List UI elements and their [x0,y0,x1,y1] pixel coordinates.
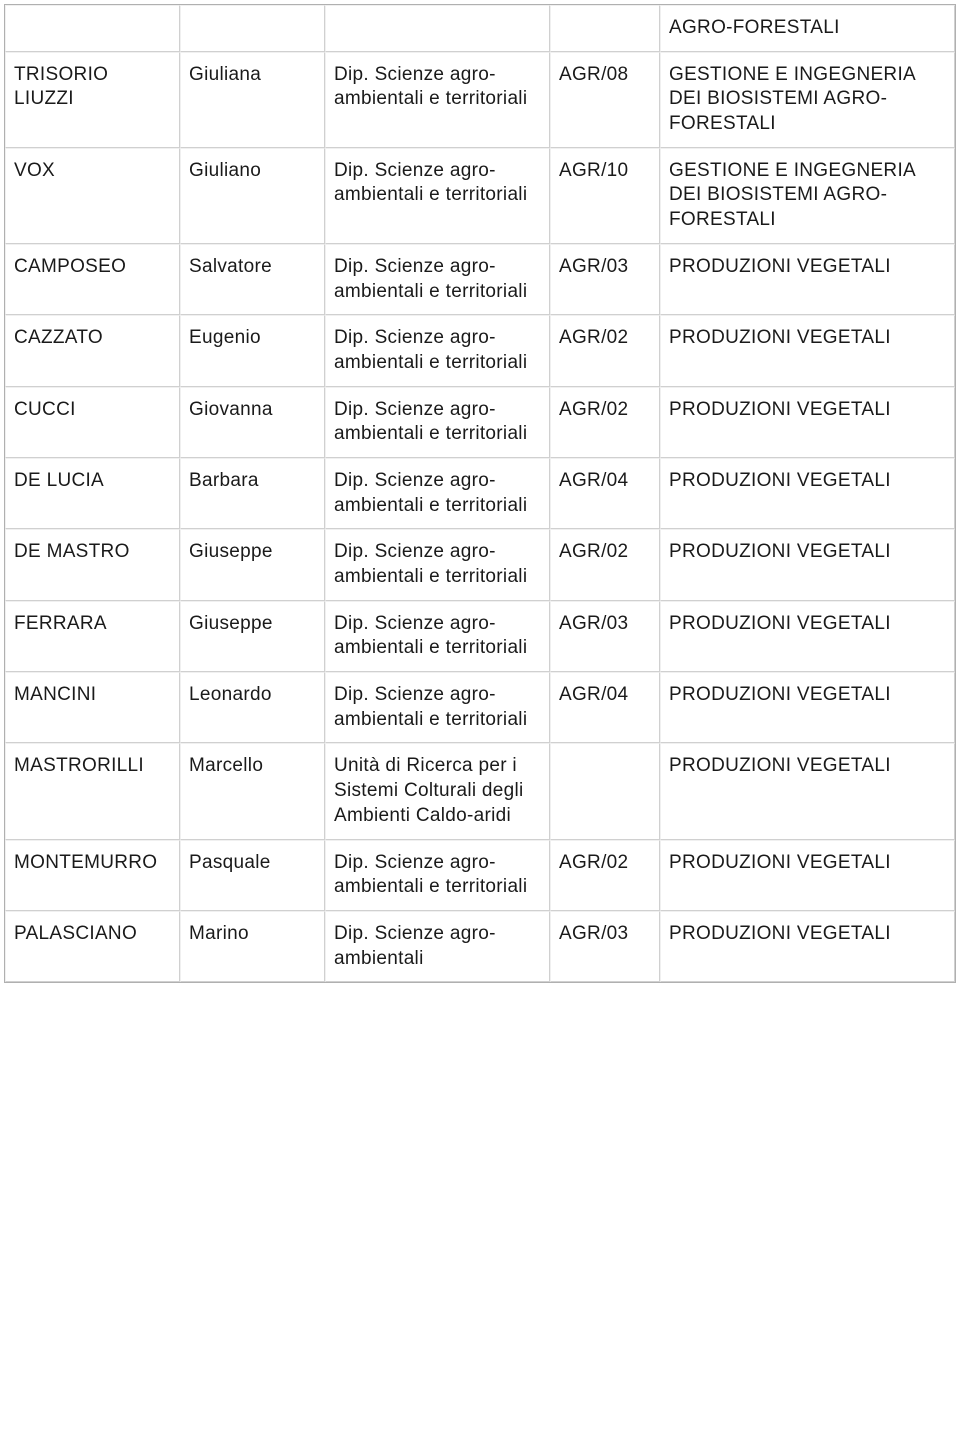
cell-area: PRODUZIONI VEGETALI [660,387,955,458]
table-row: CUCCIGiovannaDip. Scienze agro-ambiental… [5,387,955,458]
cell-surname: DE LUCIA [5,458,180,529]
cell-area: GESTIONE E INGEGNERIA DEI BIOSISTEMI AGR… [660,52,955,148]
cell-surname: CUCCI [5,387,180,458]
cell-surname: TRISORIO LIUZZI [5,52,180,148]
cell-name: Barbara [180,458,325,529]
cell-code: AGR/03 [550,911,660,982]
cell-area: PRODUZIONI VEGETALI [660,529,955,600]
table-row: VOXGiulianoDip. Scienze agro-ambientali … [5,148,955,244]
cell-area: AGRO-FORESTALI [660,5,955,52]
cell-area: GESTIONE E INGEGNERIA DEI BIOSISTEMI AGR… [660,148,955,244]
cell-code: AGR/02 [550,315,660,386]
cell-surname: CAZZATO [5,315,180,386]
cell-name: Giovanna [180,387,325,458]
cell-area: PRODUZIONI VEGETALI [660,672,955,743]
cell-area: PRODUZIONI VEGETALI [660,840,955,911]
cell-surname: FERRARA [5,601,180,672]
cell-code: AGR/04 [550,458,660,529]
cell-code: AGR/10 [550,148,660,244]
cell-area: PRODUZIONI VEGETALI [660,743,955,839]
cell-area: PRODUZIONI VEGETALI [660,601,955,672]
cell-department: Dip. Scienze agro-ambientali e territori… [325,458,550,529]
cell-surname: MASTRORILLI [5,743,180,839]
cell-name: Leonardo [180,672,325,743]
cell-name: Giuseppe [180,529,325,600]
cell-name: Marcello [180,743,325,839]
cell-name: Giuliana [180,52,325,148]
table-row: PALASCIANOMarinoDip. Scienze agro-ambien… [5,911,955,982]
cell-surname: MANCINI [5,672,180,743]
cell-area: PRODUZIONI VEGETALI [660,244,955,315]
table-row: FERRARAGiuseppeDip. Scienze agro-ambient… [5,601,955,672]
cell-name: Salvatore [180,244,325,315]
table-row: AGRO-FORESTALI [5,5,955,52]
cell-surname [5,5,180,52]
cell-department: Dip. Scienze agro-ambientali e territori… [325,244,550,315]
table-row: MASTRORILLIMarcelloUnità di Ricerca per … [5,743,955,839]
cell-department: Dip. Scienze agro-ambientali e territori… [325,52,550,148]
cell-area: PRODUZIONI VEGETALI [660,315,955,386]
cell-surname: PALASCIANO [5,911,180,982]
cell-code: AGR/02 [550,387,660,458]
cell-code: AGR/02 [550,840,660,911]
cell-department: Dip. Scienze agro-ambientali [325,911,550,982]
cell-code: AGR/03 [550,244,660,315]
cell-name: Giuseppe [180,601,325,672]
cell-surname: VOX [5,148,180,244]
cell-department: Dip. Scienze agro-ambientali e territori… [325,148,550,244]
cell-surname: MONTEMURRO [5,840,180,911]
cell-code: AGR/03 [550,601,660,672]
cell-department: Unità di Ricerca per i Sistemi Colturali… [325,743,550,839]
table-row: DE LUCIABarbaraDip. Scienze agro-ambient… [5,458,955,529]
table-row: TRISORIO LIUZZIGiulianaDip. Scienze agro… [5,52,955,148]
cell-department: Dip. Scienze agro-ambientali e territori… [325,601,550,672]
cell-code: AGR/02 [550,529,660,600]
table-body: AGRO-FORESTALITRISORIO LIUZZIGiulianaDip… [5,5,955,982]
table-row: DE MASTROGiuseppeDip. Scienze agro-ambie… [5,529,955,600]
table-row: CAMPOSEOSalvatoreDip. Scienze agro-ambie… [5,244,955,315]
cell-surname: CAMPOSEO [5,244,180,315]
cell-surname: DE MASTRO [5,529,180,600]
cell-department: Dip. Scienze agro-ambientali e territori… [325,672,550,743]
cell-department: Dip. Scienze agro-ambientali e territori… [325,387,550,458]
table-row: MANCINILeonardoDip. Scienze agro-ambient… [5,672,955,743]
cell-code: AGR/08 [550,52,660,148]
faculty-table: AGRO-FORESTALITRISORIO LIUZZIGiulianaDip… [4,4,956,983]
cell-name: Giuliano [180,148,325,244]
cell-name [180,5,325,52]
cell-code: AGR/04 [550,672,660,743]
cell-area: PRODUZIONI VEGETALI [660,458,955,529]
cell-area: PRODUZIONI VEGETALI [660,911,955,982]
cell-name: Eugenio [180,315,325,386]
table-row: CAZZATOEugenioDip. Scienze agro-ambienta… [5,315,955,386]
cell-name: Pasquale [180,840,325,911]
cell-name: Marino [180,911,325,982]
cell-code [550,5,660,52]
cell-department: Dip. Scienze agro-ambientali e territori… [325,315,550,386]
cell-department: Dip. Scienze agro-ambientali e territori… [325,840,550,911]
table-row: MONTEMURROPasqualeDip. Scienze agro-ambi… [5,840,955,911]
cell-department: Dip. Scienze agro-ambientali e territori… [325,529,550,600]
cell-department [325,5,550,52]
cell-code [550,743,660,839]
